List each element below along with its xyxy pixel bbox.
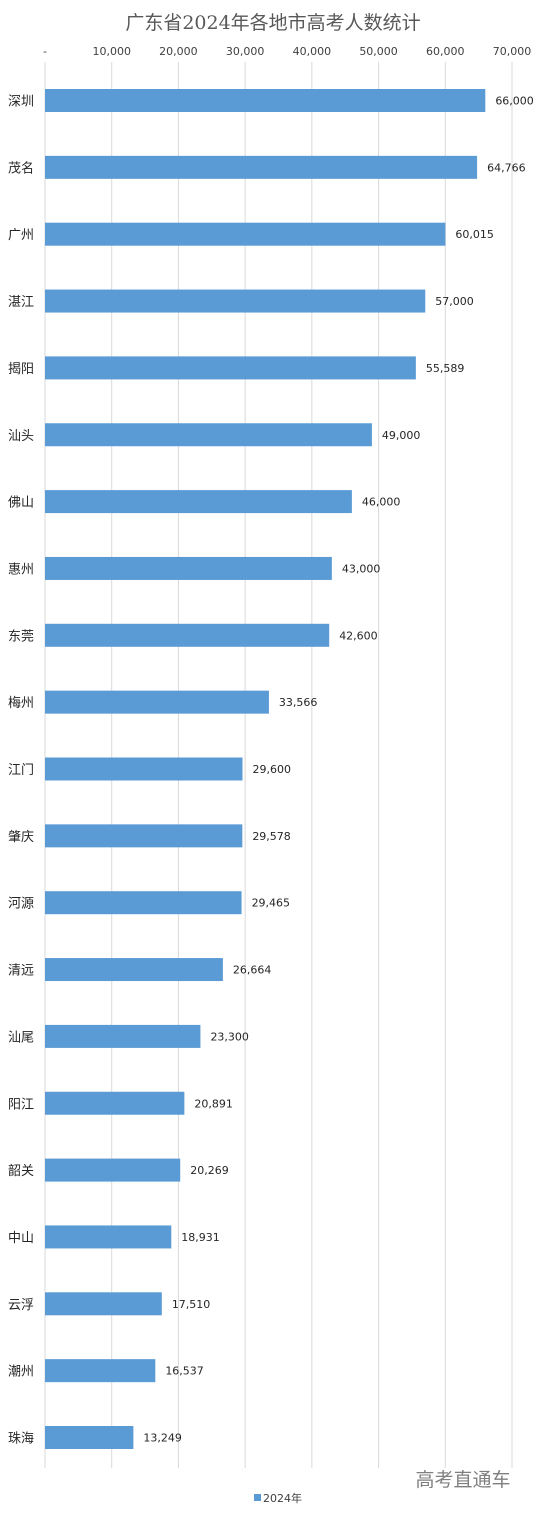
legend-swatch [254, 1494, 261, 1501]
category-label: 江门 [8, 763, 34, 778]
bar [45, 1292, 162, 1316]
data-label: 18,931 [181, 1231, 220, 1244]
data-label: 13,249 [143, 1432, 182, 1445]
category-label: 肇庆 [8, 830, 34, 845]
category-label: 云浮 [8, 1298, 34, 1313]
bar [45, 423, 372, 447]
watermark: 高考直通车 [415, 1469, 510, 1491]
data-label: 55,589 [426, 362, 465, 375]
x-tick-label: 30,000 [226, 45, 265, 58]
bar [45, 1158, 181, 1182]
category-label: 揭阳 [8, 362, 34, 377]
x-tick-label: 10,000 [92, 45, 131, 58]
category-label: 梅州 [8, 696, 34, 711]
legend-label: 2024年 [263, 1491, 302, 1505]
bar [45, 623, 330, 647]
category-label: 珠海 [8, 1432, 34, 1447]
bar [45, 556, 332, 580]
category-label: 湛江 [8, 295, 34, 310]
bar [45, 1091, 185, 1115]
category-label: 广州 [8, 228, 34, 243]
bar [45, 89, 486, 112]
x-tick-label: 60,000 [426, 45, 465, 58]
data-label: 60,015 [455, 228, 494, 241]
category-label: 汕尾 [8, 1030, 34, 1045]
data-label: 16,537 [165, 1365, 204, 1378]
category-label: 惠州 [8, 562, 34, 577]
data-label: 26,664 [233, 964, 271, 977]
category-label: 潮州 [8, 1365, 34, 1380]
chart-title: 广东省2024年各地市高考人数统计 [125, 12, 420, 34]
data-label: 17,510 [172, 1298, 211, 1311]
bar [45, 891, 242, 915]
bar [45, 1426, 134, 1449]
category-label: 中山 [8, 1231, 34, 1246]
data-label: 66,000 [495, 95, 534, 108]
data-label: 29,600 [252, 763, 291, 776]
data-label: 23,300 [210, 1030, 249, 1043]
bar [45, 757, 243, 781]
bar [45, 824, 243, 848]
data-label: 20,269 [190, 1164, 229, 1177]
x-tick-label: - [43, 45, 47, 58]
legend: 2024年 [254, 1491, 302, 1505]
data-label: 33,566 [279, 696, 318, 709]
bar [45, 1225, 172, 1249]
data-label: 42,600 [339, 629, 378, 642]
category-label: 清远 [8, 964, 34, 979]
x-tick-label: 40,000 [293, 45, 332, 58]
data-label: 43,000 [342, 562, 381, 575]
data-label: 20,891 [194, 1097, 233, 1110]
data-labels: 66,000 64,766 60,015 57,000 55,589 49,000 46,0… [143, 95, 533, 1445]
bar [45, 356, 416, 380]
bar [45, 289, 426, 313]
category-label: 东莞 [8, 629, 34, 644]
data-label: 46,000 [362, 496, 401, 509]
data-label: 64,766 [487, 161, 526, 174]
bar [45, 1359, 156, 1383]
category-label: 深圳 [8, 95, 34, 110]
bar [45, 958, 223, 982]
x-axis-tick-labels: - 10,000 20,000 30,000 40,000 50,000 60,000 70,… [43, 45, 531, 58]
bars [45, 89, 486, 1449]
data-label: 29,578 [252, 830, 291, 843]
bar [45, 690, 269, 714]
category-label: 河源 [8, 897, 34, 912]
category-label: 汕头 [8, 429, 34, 444]
category-label: 韶关 [8, 1163, 34, 1179]
category-label: 茂名 [8, 160, 34, 176]
bar [45, 155, 478, 179]
bar [45, 1024, 201, 1048]
category-label: 佛山 [8, 496, 34, 511]
bar [45, 490, 352, 514]
x-tick-label: 20,000 [159, 45, 198, 58]
data-label: 49,000 [382, 429, 421, 442]
category-label: 阳江 [8, 1097, 34, 1112]
bar [45, 222, 446, 246]
data-label: 57,000 [435, 295, 474, 308]
category-labels: 深圳茂名广州湛江揭阳汕头佛山惠州东莞梅州江门肇庆河源清远汕尾阳江韶关中山云浮潮州… [8, 95, 34, 1447]
x-tick-label: 70,000 [493, 45, 532, 58]
data-label: 29,465 [252, 897, 291, 910]
x-tick-label: 50,000 [359, 45, 398, 58]
